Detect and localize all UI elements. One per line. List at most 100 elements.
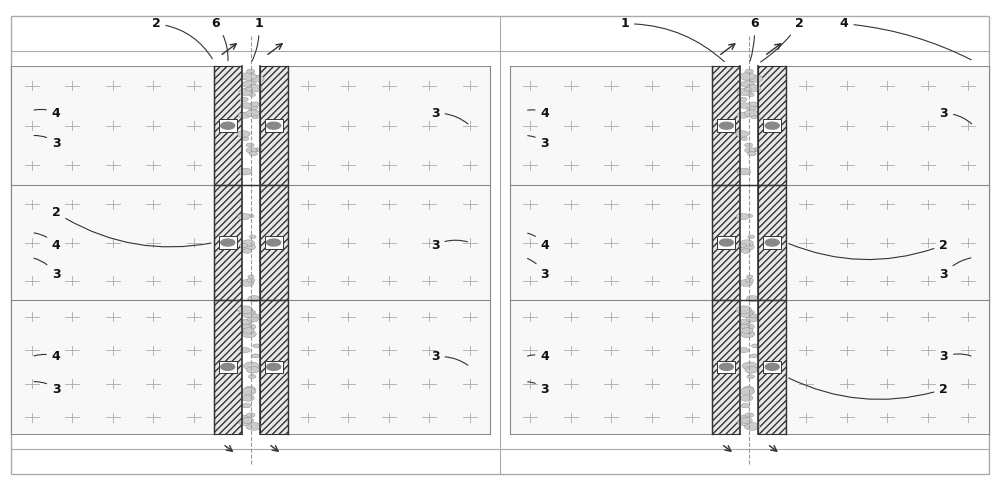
Text: 3: 3 — [528, 136, 549, 149]
Circle shape — [242, 418, 254, 424]
Circle shape — [741, 137, 748, 140]
Bar — [510, 66, 712, 186]
Bar — [786, 300, 989, 434]
Text: 2: 2 — [52, 206, 211, 247]
Bar — [712, 186, 740, 300]
Circle shape — [739, 243, 754, 250]
Circle shape — [239, 420, 251, 426]
Bar — [786, 66, 989, 186]
Text: 3: 3 — [939, 107, 972, 124]
Bar — [717, 360, 735, 373]
Circle shape — [740, 415, 750, 420]
Circle shape — [747, 374, 754, 378]
Circle shape — [719, 364, 733, 370]
Circle shape — [750, 354, 758, 358]
Bar — [288, 300, 490, 434]
Circle shape — [749, 148, 756, 152]
Circle shape — [752, 148, 760, 152]
Circle shape — [246, 413, 255, 417]
Circle shape — [246, 110, 260, 117]
Circle shape — [741, 330, 755, 338]
Text: 2: 2 — [152, 18, 212, 58]
Circle shape — [736, 130, 749, 137]
Circle shape — [740, 72, 755, 80]
Circle shape — [740, 240, 753, 246]
Circle shape — [742, 362, 758, 370]
Circle shape — [746, 84, 761, 92]
Text: 3: 3 — [34, 258, 61, 281]
Circle shape — [246, 143, 254, 147]
Bar — [214, 66, 242, 186]
Circle shape — [242, 81, 256, 87]
Circle shape — [249, 235, 256, 238]
Bar — [11, 66, 214, 186]
Circle shape — [746, 296, 759, 302]
Circle shape — [741, 404, 750, 408]
Circle shape — [738, 244, 746, 248]
Bar — [288, 186, 490, 300]
Circle shape — [267, 239, 281, 246]
Bar — [717, 120, 735, 132]
Circle shape — [746, 214, 753, 218]
Circle shape — [748, 152, 756, 156]
Circle shape — [744, 422, 760, 430]
Circle shape — [238, 112, 250, 118]
Circle shape — [244, 324, 256, 330]
Circle shape — [241, 324, 250, 329]
Circle shape — [251, 148, 257, 152]
Text: 3: 3 — [34, 136, 61, 149]
Circle shape — [247, 84, 262, 92]
Circle shape — [241, 102, 252, 108]
Text: 2: 2 — [789, 378, 948, 400]
Circle shape — [746, 316, 757, 322]
Text: 2: 2 — [761, 18, 804, 62]
Circle shape — [742, 328, 753, 334]
Circle shape — [739, 280, 752, 286]
Circle shape — [249, 310, 256, 314]
Text: 3: 3 — [431, 350, 468, 365]
Circle shape — [221, 239, 235, 246]
Circle shape — [739, 102, 750, 108]
Bar — [712, 300, 740, 434]
Circle shape — [740, 418, 752, 424]
Bar — [265, 120, 283, 132]
Circle shape — [238, 168, 252, 175]
Circle shape — [241, 388, 256, 395]
Text: 3: 3 — [34, 382, 61, 396]
Text: 6: 6 — [211, 18, 228, 61]
Circle shape — [739, 324, 749, 329]
Circle shape — [738, 98, 747, 102]
Text: 3: 3 — [431, 238, 467, 252]
Circle shape — [748, 235, 755, 238]
Circle shape — [740, 388, 755, 395]
Text: 3: 3 — [939, 258, 971, 281]
Circle shape — [751, 344, 759, 348]
Circle shape — [239, 88, 253, 96]
Circle shape — [740, 395, 753, 401]
Circle shape — [252, 354, 259, 358]
Circle shape — [242, 415, 251, 420]
Circle shape — [719, 122, 733, 129]
Circle shape — [751, 116, 757, 119]
Circle shape — [242, 330, 256, 338]
Circle shape — [246, 148, 257, 153]
Circle shape — [746, 105, 757, 110]
Circle shape — [252, 314, 259, 318]
Circle shape — [765, 239, 779, 246]
Bar — [214, 186, 242, 300]
Circle shape — [247, 278, 255, 282]
Text: 2: 2 — [789, 238, 948, 260]
Bar — [510, 186, 712, 300]
Circle shape — [252, 116, 258, 119]
Circle shape — [247, 316, 259, 322]
Text: 4: 4 — [528, 107, 549, 120]
Bar — [740, 186, 758, 300]
Circle shape — [248, 296, 260, 302]
Bar — [740, 300, 758, 434]
Circle shape — [241, 311, 255, 318]
Text: 1: 1 — [620, 18, 724, 62]
Circle shape — [246, 69, 255, 73]
Circle shape — [736, 306, 752, 314]
Circle shape — [745, 278, 754, 282]
Circle shape — [267, 364, 281, 370]
